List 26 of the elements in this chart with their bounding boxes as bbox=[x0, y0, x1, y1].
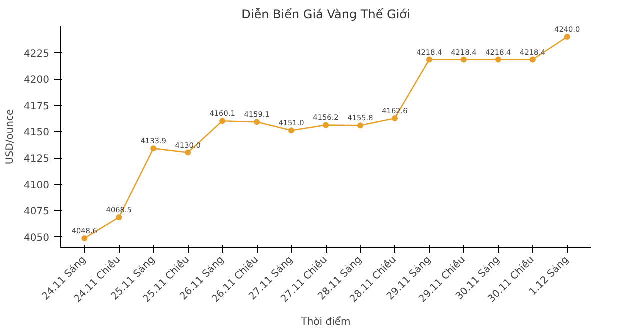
y-tick-label: 4175 bbox=[24, 101, 50, 112]
y-axis-title: USD/ounce bbox=[5, 109, 16, 165]
y-tick-label: 4100 bbox=[24, 180, 50, 192]
y-tick-label: 4200 bbox=[24, 75, 50, 86]
point bbox=[150, 146, 157, 152]
point bbox=[392, 115, 398, 122]
point bbox=[426, 56, 432, 63]
y-tick-label: 4225 bbox=[24, 48, 50, 60]
point bbox=[288, 128, 295, 134]
point bbox=[530, 56, 536, 63]
point bbox=[185, 150, 192, 156]
point bbox=[460, 56, 467, 63]
x-axis-title: Thời điểm bbox=[300, 316, 351, 328]
y-tick-label: 4075 bbox=[24, 206, 50, 218]
point bbox=[323, 122, 329, 128]
y-tick-label: 4050 bbox=[24, 232, 50, 244]
point bbox=[82, 235, 88, 242]
point bbox=[220, 118, 226, 124]
point bbox=[116, 214, 122, 220]
point bbox=[495, 56, 502, 63]
y-tick-label: 4150 bbox=[24, 128, 50, 139]
y-tick-label: 4125 bbox=[24, 154, 50, 166]
point bbox=[254, 119, 260, 126]
point bbox=[357, 122, 364, 129]
point bbox=[564, 34, 570, 40]
chart-title: Diễn Biến Giá Vàng Thế Giới bbox=[242, 8, 410, 22]
